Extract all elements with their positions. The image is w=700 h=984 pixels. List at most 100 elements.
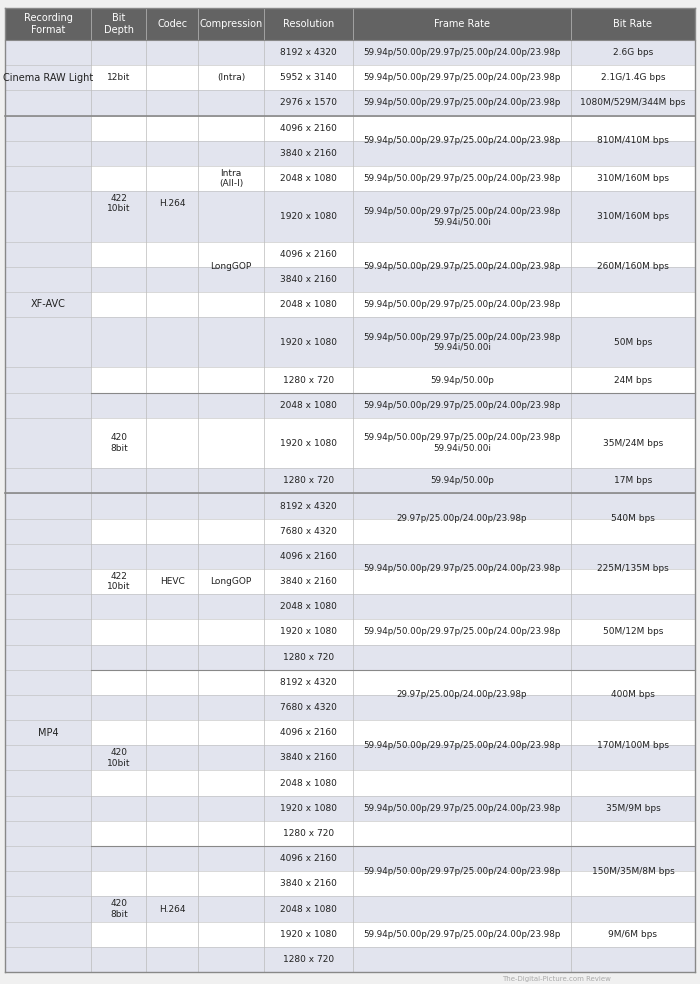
Bar bbox=[354, 166, 570, 191]
Text: 1920 x 1080: 1920 x 1080 bbox=[280, 439, 337, 448]
Text: 9M/6M bps: 9M/6M bps bbox=[608, 930, 657, 939]
Text: 150M/35M/8M bps: 150M/35M/8M bps bbox=[592, 867, 674, 876]
Text: 59.94p/50.00p/29.97p/25.00p/24.00p/23.98p: 59.94p/50.00p/29.97p/25.00p/24.00p/23.98… bbox=[363, 174, 561, 183]
Text: 310M/160M bps: 310M/160M bps bbox=[597, 174, 669, 183]
Bar bbox=[264, 393, 354, 418]
Bar bbox=[354, 367, 570, 393]
Bar bbox=[570, 544, 695, 569]
Text: 420
10bit: 420 10bit bbox=[107, 748, 131, 768]
Text: Codec: Codec bbox=[158, 19, 188, 29]
Bar bbox=[146, 544, 198, 569]
Bar bbox=[570, 418, 695, 468]
Text: The-Digital-Picture.com Review: The-Digital-Picture.com Review bbox=[503, 975, 611, 982]
Text: 400M bps: 400M bps bbox=[611, 691, 655, 700]
Text: 2976 x 1570: 2976 x 1570 bbox=[280, 98, 337, 107]
Bar bbox=[146, 115, 198, 141]
Bar bbox=[146, 191, 198, 241]
Bar bbox=[354, 40, 570, 65]
Text: 4096 x 2160: 4096 x 2160 bbox=[280, 552, 337, 561]
Bar bbox=[91, 871, 146, 896]
Text: Compression: Compression bbox=[199, 19, 262, 29]
Bar bbox=[198, 544, 264, 569]
Bar bbox=[91, 922, 146, 947]
Bar bbox=[5, 8, 695, 40]
Bar bbox=[264, 115, 354, 141]
Text: 59.94p/50.00p/29.97p/25.00p/24.00p/23.98p
59.94i/50.00i: 59.94p/50.00p/29.97p/25.00p/24.00p/23.98… bbox=[363, 207, 561, 226]
Bar bbox=[264, 166, 354, 191]
Bar bbox=[570, 493, 695, 519]
Bar bbox=[570, 670, 695, 695]
Bar bbox=[354, 544, 570, 569]
Bar bbox=[146, 418, 198, 468]
Text: 8192 x 4320: 8192 x 4320 bbox=[280, 502, 337, 511]
Bar bbox=[5, 645, 695, 670]
Bar bbox=[570, 821, 695, 846]
Bar bbox=[5, 796, 695, 821]
Bar bbox=[570, 393, 695, 418]
Text: 50M bps: 50M bps bbox=[614, 338, 652, 346]
Text: 59.94p/50.00p/29.97p/25.00p/24.00p/23.98p: 59.94p/50.00p/29.97p/25.00p/24.00p/23.98… bbox=[363, 930, 561, 939]
Bar bbox=[570, 594, 695, 619]
Bar bbox=[264, 141, 354, 166]
Bar bbox=[570, 141, 695, 166]
Bar bbox=[5, 115, 91, 493]
Bar bbox=[198, 896, 264, 922]
Bar bbox=[198, 670, 264, 695]
Bar bbox=[570, 947, 695, 972]
Bar bbox=[91, 619, 146, 645]
Bar bbox=[264, 645, 354, 670]
Bar bbox=[354, 821, 570, 846]
Text: 4096 x 2160: 4096 x 2160 bbox=[280, 728, 337, 737]
Bar bbox=[5, 569, 695, 594]
Bar bbox=[570, 922, 695, 947]
Bar bbox=[91, 720, 146, 745]
Text: 3840 x 2160: 3840 x 2160 bbox=[280, 149, 337, 157]
Bar bbox=[264, 367, 354, 393]
Text: 170M/100M bps: 170M/100M bps bbox=[597, 741, 669, 750]
Bar bbox=[198, 468, 264, 493]
Text: 7680 x 4320: 7680 x 4320 bbox=[280, 526, 337, 535]
Bar bbox=[91, 418, 146, 468]
Text: 3840 x 2160: 3840 x 2160 bbox=[280, 754, 337, 763]
Bar bbox=[146, 292, 198, 317]
Bar bbox=[354, 267, 570, 292]
Bar bbox=[198, 393, 264, 418]
Text: 59.94p/50.00p/29.97p/25.00p/24.00p/23.98p: 59.94p/50.00p/29.97p/25.00p/24.00p/23.98… bbox=[363, 262, 561, 272]
Bar bbox=[354, 115, 570, 141]
Bar bbox=[198, 770, 264, 796]
Text: Resolution: Resolution bbox=[283, 19, 334, 29]
Bar bbox=[146, 65, 198, 91]
Bar bbox=[146, 141, 198, 166]
Bar bbox=[198, 695, 264, 720]
Bar bbox=[198, 141, 264, 166]
Bar bbox=[264, 191, 354, 241]
Text: H.264: H.264 bbox=[159, 904, 186, 913]
Text: 29.97p/25.00p/24.00p/23.98p: 29.97p/25.00p/24.00p/23.98p bbox=[397, 514, 527, 523]
Bar bbox=[198, 871, 264, 896]
Bar bbox=[146, 922, 198, 947]
Bar bbox=[5, 241, 695, 267]
Bar bbox=[146, 846, 198, 871]
Text: (Intra): (Intra) bbox=[217, 73, 245, 83]
Text: Recording
Format: Recording Format bbox=[24, 13, 73, 34]
Text: 422
10bit: 422 10bit bbox=[107, 194, 131, 214]
Bar bbox=[5, 166, 695, 191]
Bar bbox=[91, 393, 146, 418]
Text: 310M/160M bps: 310M/160M bps bbox=[597, 212, 669, 220]
Bar bbox=[5, 493, 695, 519]
Bar bbox=[198, 645, 264, 670]
Bar bbox=[5, 40, 91, 115]
Bar bbox=[5, 468, 695, 493]
Bar bbox=[146, 317, 198, 367]
Text: 540M bps: 540M bps bbox=[611, 514, 655, 523]
Bar bbox=[264, 720, 354, 745]
Text: 50M/12M bps: 50M/12M bps bbox=[603, 628, 663, 637]
Bar bbox=[264, 292, 354, 317]
Bar bbox=[354, 468, 570, 493]
Bar bbox=[146, 367, 198, 393]
Text: 35M/9M bps: 35M/9M bps bbox=[606, 804, 660, 813]
Bar bbox=[264, 922, 354, 947]
Text: 8192 x 4320: 8192 x 4320 bbox=[280, 678, 337, 687]
Bar bbox=[5, 670, 695, 695]
Text: 59.94p/50.00p/29.97p/25.00p/24.00p/23.98p
59.94i/50.00i: 59.94p/50.00p/29.97p/25.00p/24.00p/23.98… bbox=[363, 433, 561, 453]
